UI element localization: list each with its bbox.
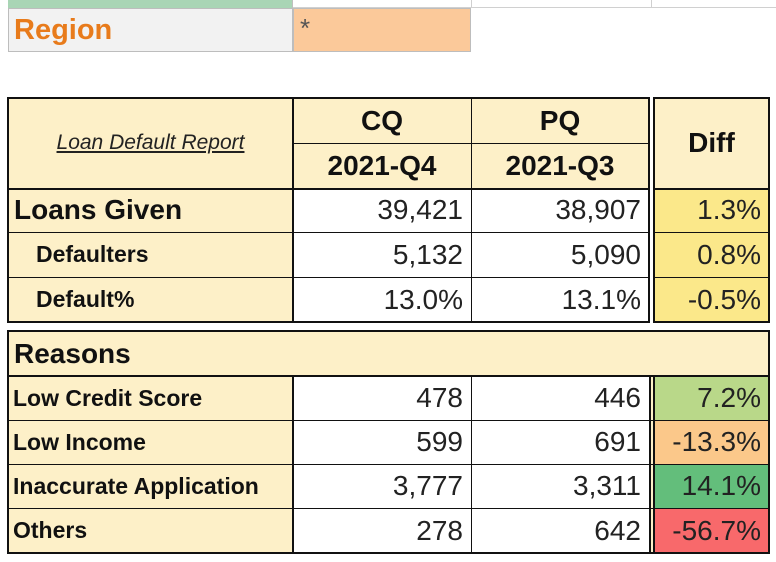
pq-label: PQ xyxy=(539,104,581,136)
low-income-pq: 691 xyxy=(471,420,649,464)
others-pq: 642 xyxy=(471,508,649,553)
inaccurate-application-diff: 14.1% xyxy=(654,464,769,508)
inaccurate-application-label: Inaccurate Application xyxy=(13,472,259,499)
row-label-others: Others xyxy=(8,508,293,553)
report-title: Loan Default Report xyxy=(56,131,245,154)
defaulters-label: Defaulters xyxy=(36,241,149,267)
default-pct-cq: 13.0% xyxy=(293,277,471,322)
cq-period-header: 2021-Q4 xyxy=(293,143,471,188)
default-pct-diff: -0.5% xyxy=(654,277,769,322)
low-credit-score-pq: 446 xyxy=(471,376,649,420)
row-label-defaulters: Defaulters xyxy=(8,232,293,277)
pq-header: PQ xyxy=(471,98,649,143)
reasons-title-cell: Reasons xyxy=(8,331,769,376)
cq-label: CQ xyxy=(361,104,403,136)
cq-period: 2021-Q4 xyxy=(327,149,437,181)
report-title-cell: Loan Default Report xyxy=(8,98,293,188)
sheet-gridline-strip xyxy=(293,0,776,8)
low-income-diff: -13.3% xyxy=(654,420,769,464)
row-label-default-pct: Default% xyxy=(8,277,293,322)
diff-label: Diff xyxy=(688,127,735,158)
low-credit-score-label: Low Credit Score xyxy=(13,384,203,411)
pq-period: 2021-Q3 xyxy=(505,149,615,181)
cq-header: CQ xyxy=(293,98,471,143)
loans-given-label: Loans Given xyxy=(14,194,183,225)
region-filter-label: Region xyxy=(8,8,293,52)
inaccurate-application-pq: 3,311 xyxy=(471,464,649,508)
low-credit-score-diff: 7.2% xyxy=(654,376,769,420)
others-diff: -56.7% xyxy=(654,508,769,553)
inaccurate-application-cq: 3,777 xyxy=(293,464,471,508)
others-label: Others xyxy=(13,517,88,543)
region-filter-input[interactable]: * xyxy=(293,8,471,52)
row-label-inaccurate-application: Inaccurate Application xyxy=(8,464,293,508)
reasons-title: Reasons xyxy=(14,337,131,369)
row-label-low-credit-score: Low Credit Score xyxy=(8,376,293,420)
others-cq: 278 xyxy=(293,508,471,553)
loans-given-cq: 39,421 xyxy=(293,188,471,232)
defaulters-diff: 0.8% xyxy=(654,232,769,277)
defaulters-cq: 5,132 xyxy=(293,232,471,277)
low-income-cq: 599 xyxy=(293,420,471,464)
default-pct-pq: 13.1% xyxy=(471,277,649,322)
defaulters-pq: 5,090 xyxy=(471,232,649,277)
diff-header: Diff xyxy=(654,98,769,188)
pq-period-header: 2021-Q3 xyxy=(471,143,649,188)
row-label-loans-given: Loans Given xyxy=(8,188,293,232)
low-income-label: Low Income xyxy=(13,428,146,455)
low-credit-score-cq: 478 xyxy=(293,376,471,420)
default-pct-label: Default% xyxy=(36,286,135,312)
loans-given-pq: 38,907 xyxy=(471,188,649,232)
row-label-low-income: Low Income xyxy=(8,420,293,464)
loans-given-diff: 1.3% xyxy=(654,188,769,232)
selected-column-strip xyxy=(8,0,293,8)
